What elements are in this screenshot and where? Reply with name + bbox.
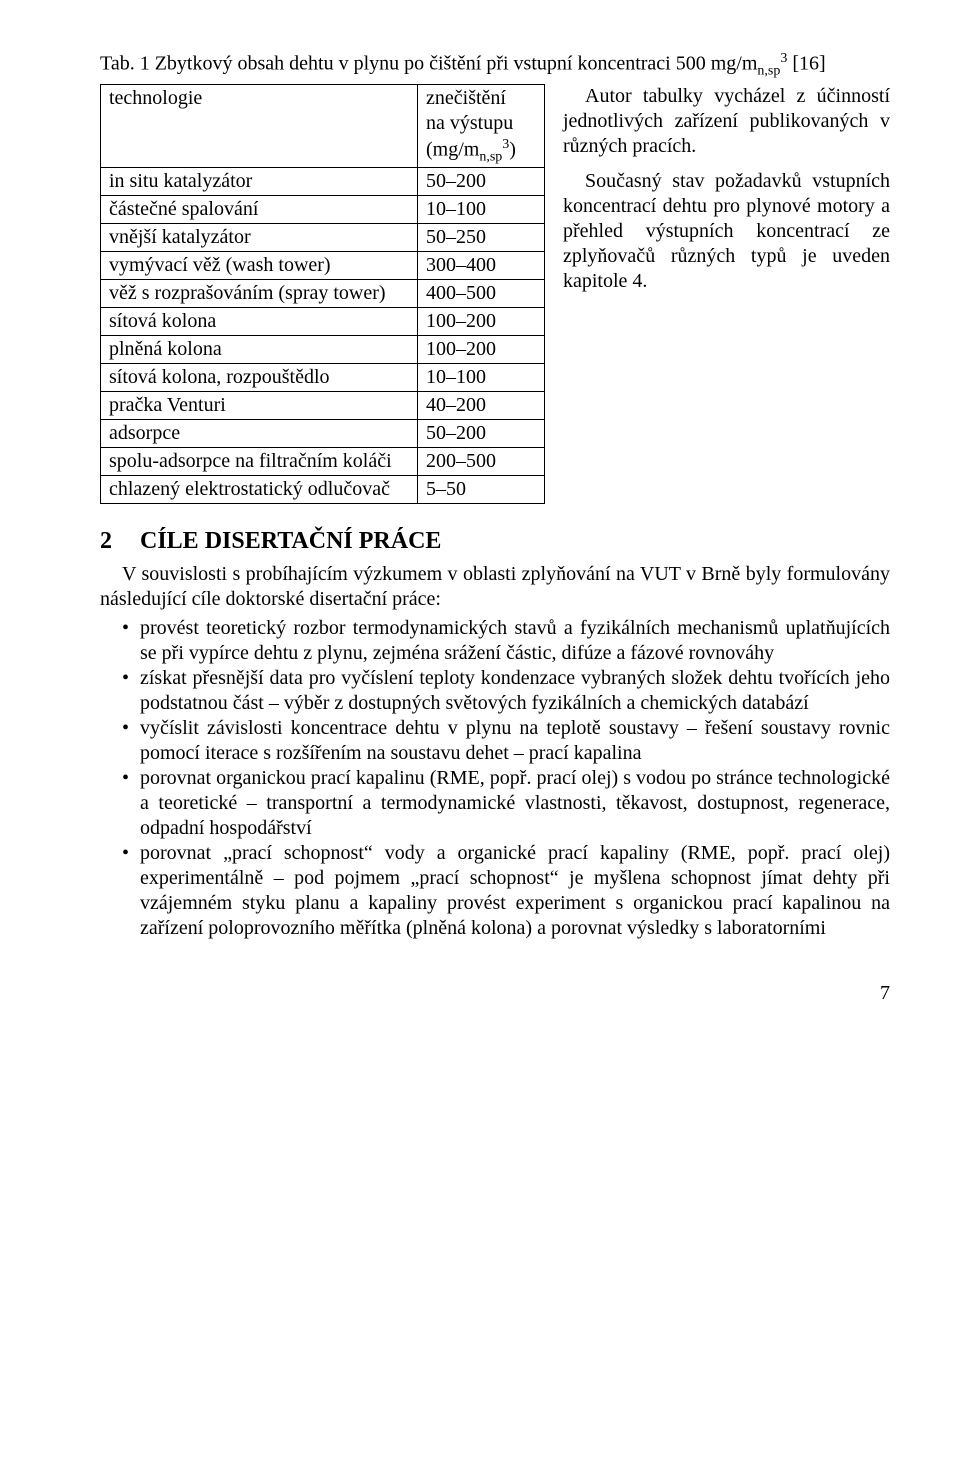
cell-technologie: plněná kolona bbox=[101, 336, 418, 364]
cell-value: 50–200 bbox=[418, 420, 545, 448]
cell-value: 10–100 bbox=[418, 196, 545, 224]
table-row: částečné spalování10–100 bbox=[101, 196, 545, 224]
cell-value: 300–400 bbox=[418, 252, 545, 280]
hdr-l1: znečištění bbox=[426, 87, 506, 109]
cell-technologie: adsorpce bbox=[101, 420, 418, 448]
list-item: porovnat organickou prací kapalinu (RME,… bbox=[100, 766, 890, 841]
list-item: získat přesnější data pro vyčíslení tepl… bbox=[100, 666, 890, 716]
cell-technologie: pračka Venturi bbox=[101, 392, 418, 420]
cell-value: 100–200 bbox=[418, 336, 545, 364]
hdr-l2: na výstupu bbox=[426, 112, 513, 134]
cell-technologie: in situ katalyzátor bbox=[101, 168, 418, 196]
section-heading: 2 CÍLE DISERTAČNÍ PRÁCE bbox=[100, 526, 890, 556]
hdr-l3-post: ) bbox=[509, 139, 516, 161]
cell-value: 400–500 bbox=[418, 280, 545, 308]
header-znecisteni: znečištění na výstupu (mg/mn,sp3) bbox=[418, 85, 545, 168]
header-technologie: technologie bbox=[101, 85, 418, 168]
page-number: 7 bbox=[100, 981, 890, 1006]
cell-technologie: chlazený elektrostatický odlučovač bbox=[101, 476, 418, 504]
cell-technologie: vnější katalyzátor bbox=[101, 224, 418, 252]
cell-value: 50–250 bbox=[418, 224, 545, 252]
cell-value: 100–200 bbox=[418, 308, 545, 336]
table-row: in situ katalyzátor50–200 bbox=[101, 168, 545, 196]
data-table: technologie znečištění na výstupu (mg/mn… bbox=[100, 84, 545, 504]
cell-value: 5–50 bbox=[418, 476, 545, 504]
hdr-l3-sub: n,sp bbox=[479, 150, 502, 165]
caption-post: [16] bbox=[787, 53, 825, 75]
cell-technologie: věž s rozprašováním (spray tower) bbox=[101, 280, 418, 308]
table-header-row: technologie znečištění na výstupu (mg/mn… bbox=[101, 85, 545, 168]
cell-value: 10–100 bbox=[418, 364, 545, 392]
list-item: vyčíslit závislosti koncentrace dehtu v … bbox=[100, 716, 890, 766]
cell-technologie: vymývací věž (wash tower) bbox=[101, 252, 418, 280]
hdr-l3-pre: (mg/m bbox=[426, 139, 479, 161]
side-paragraph: Autor tabulky vycházel z účinností jedno… bbox=[563, 84, 890, 159]
section-title-text: CÍLE DISERTAČNÍ PRÁCE bbox=[140, 528, 441, 554]
cell-value: 40–200 bbox=[418, 392, 545, 420]
cell-technologie: sítová kolona, rozpouštědlo bbox=[101, 364, 418, 392]
table-row: vymývací věž (wash tower)300–400 bbox=[101, 252, 545, 280]
list-item: provést teoretický rozbor termodynamický… bbox=[100, 616, 890, 666]
table-row: adsorpce50–200 bbox=[101, 420, 545, 448]
bullet-list: provést teoretický rozbor termodynamický… bbox=[100, 616, 890, 941]
side-paragraph: Současný stav požadavků vstupních koncen… bbox=[563, 169, 890, 294]
list-item: porovnat „prací schopnost“ vody a organi… bbox=[100, 841, 890, 941]
table-caption: Tab. 1 Zbytkový obsah dehtu v plynu po č… bbox=[100, 50, 890, 80]
top-row: technologie znečištění na výstupu (mg/mn… bbox=[100, 84, 890, 504]
cell-value: 200–500 bbox=[418, 448, 545, 476]
section-intro: V souvislosti s probíhajícím výzkumem v … bbox=[100, 562, 890, 612]
table-row: sítová kolona, rozpouštědlo10–100 bbox=[101, 364, 545, 392]
table-row: spolu-adsorpce na filtračním koláči200–5… bbox=[101, 448, 545, 476]
caption-sub: n,sp bbox=[757, 64, 780, 79]
table-row: chlazený elektrostatický odlučovač5–50 bbox=[101, 476, 545, 504]
cell-value: 50–200 bbox=[418, 168, 545, 196]
cell-technologie: sítová kolona bbox=[101, 308, 418, 336]
table-row: sítová kolona100–200 bbox=[101, 308, 545, 336]
caption-pre: Tab. 1 Zbytkový obsah dehtu v plynu po č… bbox=[100, 53, 757, 75]
table-row: věž s rozprašováním (spray tower)400–500 bbox=[101, 280, 545, 308]
side-text: Autor tabulky vycházel z účinností jedno… bbox=[563, 84, 890, 304]
table-row: vnější katalyzátor50–250 bbox=[101, 224, 545, 252]
cell-technologie: spolu-adsorpce na filtračním koláči bbox=[101, 448, 418, 476]
table-row: plněná kolona100–200 bbox=[101, 336, 545, 364]
table-row: pračka Venturi40–200 bbox=[101, 392, 545, 420]
cell-technologie: částečné spalování bbox=[101, 196, 418, 224]
section-number: 2 bbox=[100, 526, 134, 556]
